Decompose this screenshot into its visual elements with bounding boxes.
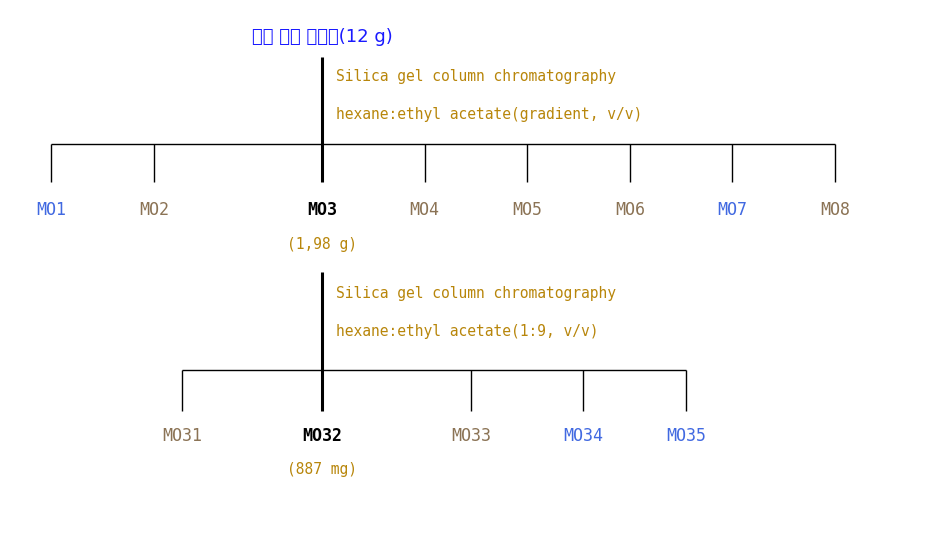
Text: MO35: MO35 (666, 427, 705, 445)
Text: MO32: MO32 (302, 427, 341, 445)
Text: MO4: MO4 (410, 201, 439, 219)
Text: MO1: MO1 (36, 201, 66, 219)
Text: (1,98 g): (1,98 g) (286, 237, 357, 252)
Text: Silica gel column chromatography: Silica gel column chromatography (336, 69, 616, 84)
Text: MO34: MO34 (564, 427, 603, 445)
Text: MO3: MO3 (307, 201, 337, 219)
Text: (887 mg): (887 mg) (286, 462, 357, 478)
Text: hexane:ethyl acetate(gradient, v/v): hexane:ethyl acetate(gradient, v/v) (336, 107, 642, 122)
Text: MO7: MO7 (717, 201, 747, 219)
Text: MO5: MO5 (512, 201, 542, 219)
Text: MO31: MO31 (162, 427, 202, 445)
Text: MO2: MO2 (139, 201, 169, 219)
Text: Silica gel column chromatography: Silica gel column chromatography (336, 286, 616, 301)
Text: MO33: MO33 (452, 427, 491, 445)
Text: MO6: MO6 (615, 201, 645, 219)
Text: hexane:ethyl acetate(1:9, v/v): hexane:ethyl acetate(1:9, v/v) (336, 324, 598, 339)
Text: MO8: MO8 (820, 201, 850, 219)
Text: 파극 정유 추출물(12 g): 파극 정유 추출물(12 g) (252, 28, 392, 46)
